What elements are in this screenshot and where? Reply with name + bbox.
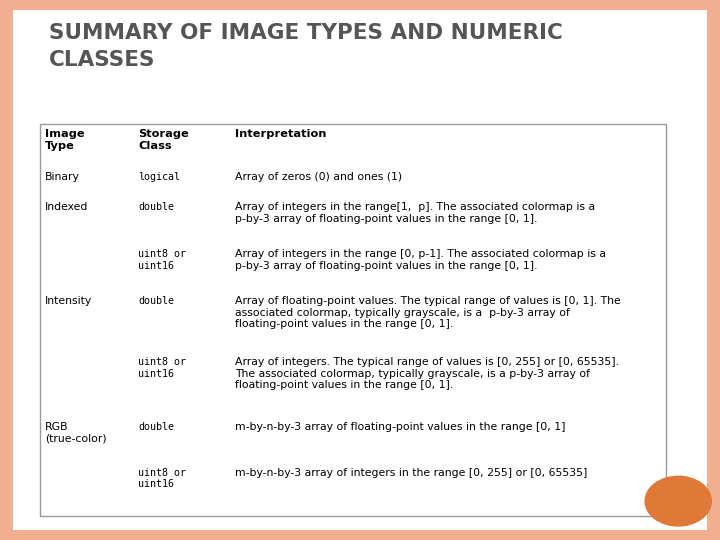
Text: m-by-n-by-3 array of integers in the range [0, 255] or [0, 65535]: m-by-n-by-3 array of integers in the ran… (235, 468, 588, 478)
Text: Image
Type: Image Type (45, 129, 85, 151)
Text: Array of integers in the range [0, p-1]. The associated colormap is a
p-by-3 arr: Array of integers in the range [0, p-1].… (235, 249, 606, 271)
Text: Array of floating-point values. The typical range of values is [0, 1]. The
assoc: Array of floating-point values. The typi… (235, 296, 621, 329)
Text: logical: logical (138, 172, 180, 182)
Text: Array of integers. The typical range of values is [0, 255] or [0, 65535].
The as: Array of integers. The typical range of … (235, 357, 619, 390)
Text: double: double (138, 422, 174, 431)
Text: Array of zeros (0) and ones (1): Array of zeros (0) and ones (1) (235, 172, 402, 182)
Text: SUMMARY OF IMAGE TYPES AND NUMERIC: SUMMARY OF IMAGE TYPES AND NUMERIC (49, 23, 563, 43)
Text: CLASSES: CLASSES (49, 50, 156, 70)
Text: double: double (138, 296, 174, 306)
Text: Interpretation: Interpretation (235, 129, 327, 139)
Text: Array of integers in the range[1,  p]. The associated colormap is a
p-by-3 array: Array of integers in the range[1, p]. Th… (235, 202, 595, 224)
Text: m-by-n-by-3 array of floating-point values in the range [0, 1]: m-by-n-by-3 array of floating-point valu… (235, 422, 566, 431)
Text: uint8 or
uint16: uint8 or uint16 (138, 468, 186, 489)
Text: Binary: Binary (45, 172, 80, 182)
Text: Indexed: Indexed (45, 202, 89, 212)
Text: uint8 or
uint16: uint8 or uint16 (138, 357, 186, 379)
Text: uint8 or
uint16: uint8 or uint16 (138, 249, 186, 271)
Text: double: double (138, 202, 174, 212)
Text: Storage
Class: Storage Class (138, 129, 189, 151)
Text: RGB
(true-color): RGB (true-color) (45, 422, 107, 443)
Text: Intensity: Intensity (45, 296, 93, 306)
